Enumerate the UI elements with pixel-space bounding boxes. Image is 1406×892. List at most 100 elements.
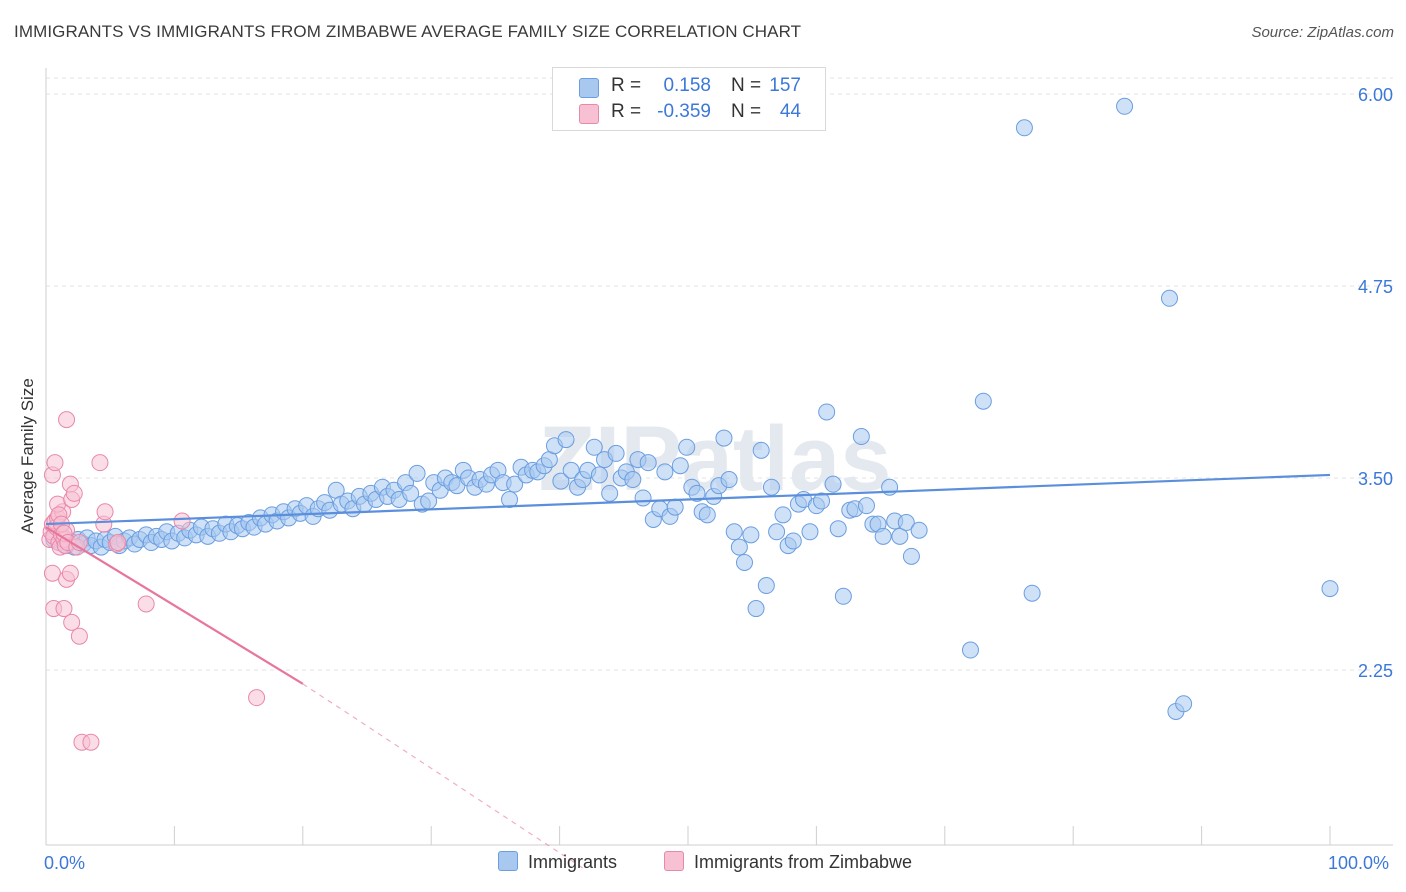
point-zimbabwe (63, 613, 81, 631)
source-label: Source: ZipAtlas.com (1251, 24, 1394, 41)
point-immigrants (678, 438, 696, 456)
point-immigrants (585, 438, 603, 456)
point-immigrants (698, 506, 716, 524)
point-immigrants (834, 587, 852, 605)
point-immigrants (813, 492, 831, 510)
chart-title: IMMIGRANTS VS IMMIGRANTS FROM ZIMBABWE A… (14, 22, 802, 41)
point-zimbabwe (137, 595, 155, 613)
point-immigrants (601, 484, 619, 502)
point-immigrants (801, 523, 819, 541)
point-immigrants (671, 457, 689, 475)
axes (45, 68, 1393, 846)
point-immigrants (742, 526, 760, 544)
point-immigrants (639, 454, 657, 472)
point-zimbabwe (91, 454, 109, 472)
point-immigrants (501, 491, 519, 509)
point-immigrants (852, 428, 870, 446)
x-tick-min: 0.0% (44, 853, 86, 873)
point-zimbabwe (82, 733, 100, 751)
y-tick-label: 2.25 (1358, 661, 1393, 681)
point-immigrants (720, 471, 738, 489)
y-tick-labels: 2.25 3.50 4.75 6.00 (1358, 85, 1393, 681)
r-value: -0.359 (657, 101, 711, 122)
point-immigrants (1175, 695, 1193, 713)
point-immigrants (974, 392, 992, 410)
point-immigrants (1161, 289, 1178, 307)
point-immigrants (891, 527, 909, 545)
point-zimbabwe (58, 411, 76, 429)
points-layer (41, 97, 1339, 751)
point-immigrants (784, 532, 802, 550)
r-label: R = (611, 75, 642, 96)
point-zimbabwe (55, 600, 73, 618)
point-immigrants (961, 641, 979, 659)
point-immigrants (506, 475, 524, 493)
point-zimbabwe (46, 454, 64, 472)
point-immigrants (762, 478, 780, 496)
point-immigrants (768, 523, 786, 541)
stats-box: R = 0.158 N = 157 R = -0.359 N = 44 (552, 67, 826, 131)
y-axis-label: Average Family Size (18, 378, 37, 534)
point-immigrants (590, 466, 608, 484)
n-value: 44 (779, 101, 801, 122)
legend-item-zimbabwe: Immigrants from Zimbabwe (664, 851, 912, 873)
r-value: 0.158 (663, 75, 711, 96)
point-immigrants (666, 498, 684, 516)
point-immigrants (1116, 97, 1134, 115)
x-tick-max: 100.0% (1328, 853, 1390, 873)
point-immigrants (902, 547, 920, 565)
trend-line-immigrants (45, 473, 1331, 526)
point-immigrants (557, 431, 575, 449)
point-immigrants (634, 489, 652, 507)
point-immigrants (818, 403, 836, 421)
immigrants-swatch (498, 851, 518, 871)
point-immigrants (774, 506, 792, 524)
point-zimbabwe (70, 627, 88, 645)
point-immigrants (656, 463, 674, 481)
point-immigrants (408, 464, 426, 482)
point-immigrants (857, 497, 875, 515)
n-label: N = (731, 101, 762, 122)
point-zimbabwe (109, 534, 127, 552)
point-zimbabwe (96, 503, 114, 521)
point-immigrants (752, 441, 770, 459)
trend-extension-zimbabwe (302, 683, 586, 871)
point-immigrants (688, 484, 706, 502)
point-zimbabwe (173, 512, 191, 530)
point-zimbabwe (43, 564, 61, 582)
point-immigrants (562, 461, 580, 479)
point-immigrants (402, 484, 420, 502)
n-value: 157 (769, 75, 801, 96)
point-immigrants (735, 553, 753, 571)
y-tick-label: 6.00 (1358, 85, 1393, 105)
point-immigrants (757, 577, 775, 595)
legend-item-immigrants: Immigrants (498, 851, 617, 873)
point-immigrants (874, 527, 892, 545)
legend: Immigrants Immigrants from Zimbabwe (0, 851, 1406, 879)
point-immigrants (715, 429, 733, 447)
legend-label: Immigrants from Zimbabwe (694, 852, 913, 872)
point-immigrants (829, 520, 847, 538)
point-immigrants (607, 444, 625, 462)
y-tick-label: 4.75 (1358, 277, 1393, 297)
point-immigrants (910, 521, 928, 539)
immigrants-swatch (579, 78, 599, 98)
point-immigrants (897, 514, 915, 532)
y-tick-label: 3.50 (1358, 469, 1393, 489)
point-immigrants (1321, 580, 1339, 598)
point-immigrants (1023, 584, 1041, 602)
zimbabwe-swatch (664, 851, 684, 871)
stats-row-zimbabwe: R = -0.359 N = 44 (553, 100, 825, 126)
trend-line-zimbabwe (45, 526, 304, 685)
point-zimbabwe (61, 564, 79, 582)
point-zimbabwe (65, 484, 83, 502)
point-immigrants (552, 472, 570, 490)
zimbabwe-swatch (579, 104, 599, 124)
grid-lines (46, 77, 1393, 671)
point-immigrants (730, 538, 748, 556)
n-label: N = (731, 75, 762, 96)
point-immigrants (725, 523, 743, 541)
point-immigrants (824, 475, 842, 493)
r-label: R = (611, 101, 642, 122)
